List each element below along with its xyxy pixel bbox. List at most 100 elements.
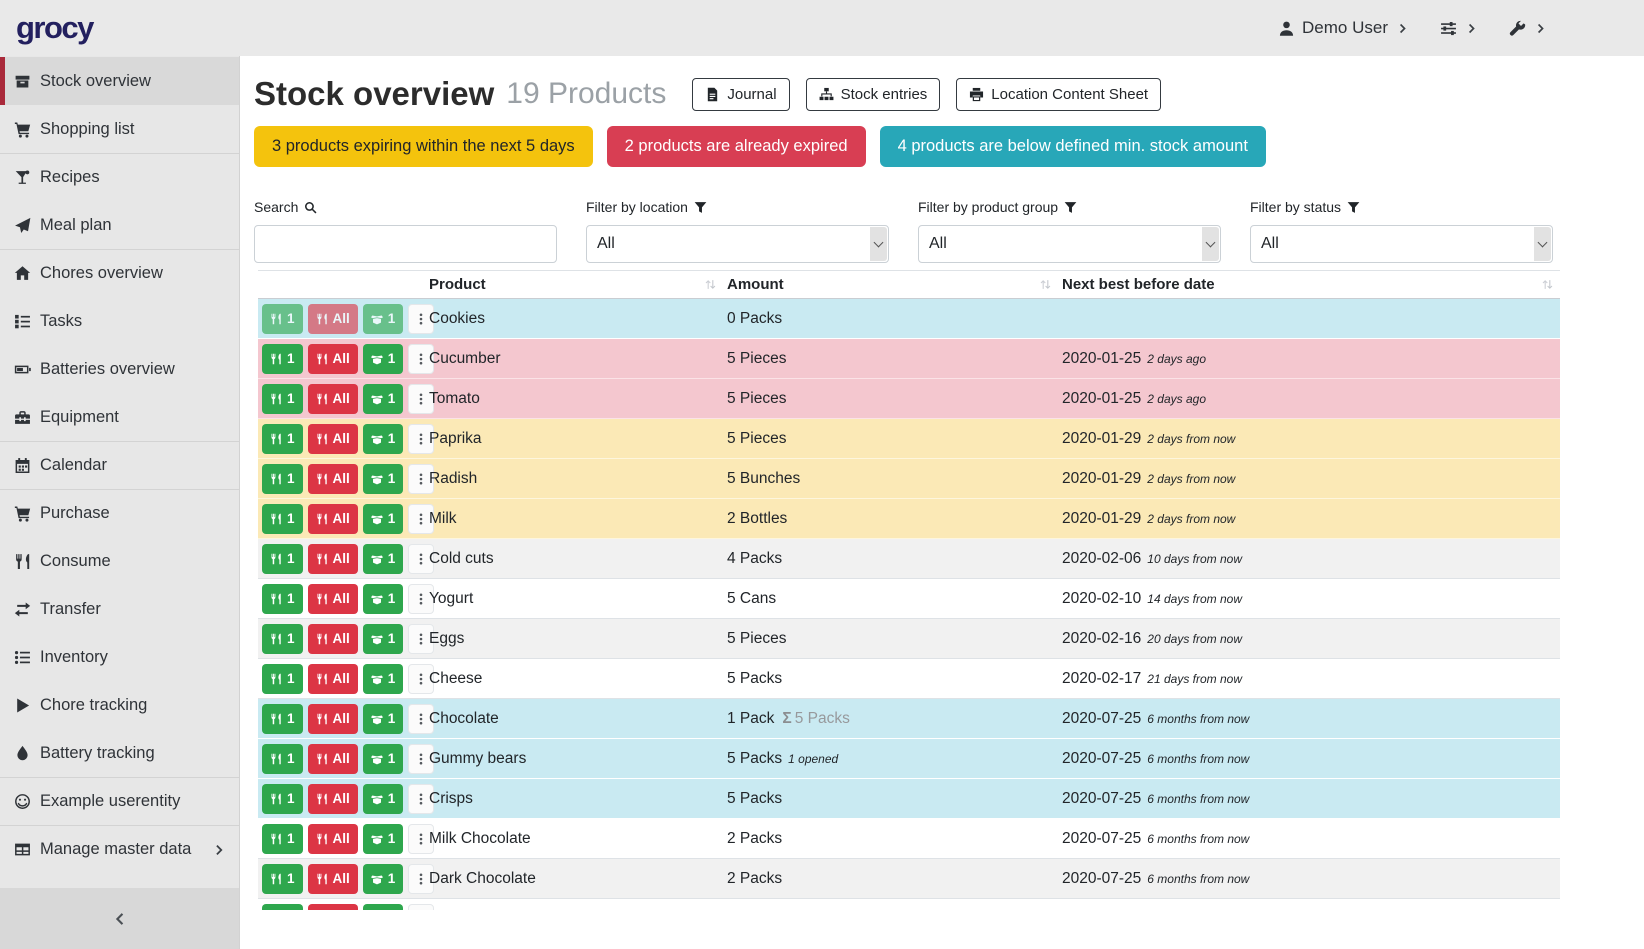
consume-one-button[interactable]: 1 — [262, 783, 303, 814]
sidebar-item-batteries-overview[interactable]: Batteries overview — [0, 345, 239, 393]
consume-one-button[interactable]: 1 — [262, 383, 303, 414]
product-column-header[interactable]: Product — [425, 270, 723, 299]
settings-menu[interactable] — [1440, 20, 1477, 37]
sidebar-item-calendar[interactable]: Calendar — [0, 441, 239, 489]
consume-all-button[interactable]: All — [307, 463, 358, 494]
amount-cell: 2 Packs — [723, 858, 1058, 899]
below-min-stock-alert[interactable]: 4 products are below defined min. stock … — [879, 126, 1266, 167]
sidebar-item-example-userentity[interactable]: Example userentity — [0, 777, 239, 825]
consume-one-button[interactable]: 1 — [262, 463, 303, 494]
stock-table-container: Product Amount Next best before date 1 — [258, 270, 1560, 910]
consume-all-button[interactable]: All — [307, 663, 358, 694]
consume-all-button[interactable]: All — [307, 583, 358, 614]
consume-all-button[interactable]: All — [307, 783, 358, 814]
consume-one-button[interactable]: 1 — [262, 863, 303, 894]
sidebar-item-equipment[interactable]: Equipment — [0, 393, 239, 441]
open-one-button[interactable]: 1 — [362, 383, 404, 414]
product-group-filter-select[interactable]: All — [918, 225, 1221, 263]
open-one-button[interactable]: 1 — [362, 743, 404, 774]
consume-all-button[interactable]: All — [307, 743, 358, 774]
consume-all-button[interactable]: All — [307, 343, 358, 374]
sidebar-item-transfer[interactable]: Transfer — [0, 585, 239, 633]
sidebar-item-stock-overview[interactable]: Stock overview — [0, 57, 239, 105]
sidebar-item-chores-overview[interactable]: Chores overview — [0, 249, 239, 297]
consume-all-button[interactable]: All — [307, 543, 358, 574]
open-one-button[interactable]: 1 — [362, 543, 404, 574]
ellipsis-v-icon — [414, 792, 428, 806]
sidebar-item-meal-plan[interactable]: Meal plan — [0, 201, 239, 249]
date-relative: 2 days from now — [1147, 431, 1236, 446]
date-value: 2020-01-29 — [1062, 429, 1142, 447]
consume-all-button[interactable]: All — [307, 303, 358, 334]
search-input[interactable] — [254, 225, 557, 263]
sidebar-item-label: Manage master data — [40, 840, 192, 858]
consume-one-button[interactable]: 1 — [262, 543, 303, 574]
utensils-icon — [270, 433, 282, 445]
open-one-button[interactable]: 1 — [362, 703, 404, 734]
consume-one-button[interactable]: 1 — [262, 903, 303, 910]
consume-all-button[interactable]: All — [307, 423, 358, 454]
open-one-button[interactable]: 1 — [362, 303, 404, 334]
stock-entries-button[interactable]: Stock entries — [805, 77, 941, 111]
sidebar-item-purchase[interactable]: Purchase — [0, 489, 239, 537]
amount-column-header[interactable]: Amount — [723, 270, 1058, 299]
sidebar-item-chore-tracking[interactable]: Chore tracking — [0, 681, 239, 729]
location-content-sheet-button[interactable]: Location Content Sheet — [956, 77, 1162, 111]
sidebar-item-consume[interactable]: Consume — [0, 537, 239, 585]
sidebar-item-recipes[interactable]: Recipes — [0, 153, 239, 201]
consume-all-button[interactable]: All — [307, 503, 358, 534]
sidebar-item-manage-master-data[interactable]: Manage master data — [0, 825, 239, 873]
open-one-button[interactable]: 1 — [362, 903, 404, 910]
open-one-button[interactable]: 1 — [362, 663, 404, 694]
user-menu[interactable]: Demo User — [1278, 18, 1408, 38]
consume-one-button[interactable]: 1 — [262, 583, 303, 614]
sidebar-item-tasks[interactable]: Tasks — [0, 297, 239, 345]
consume-all-button[interactable]: All — [307, 823, 358, 854]
sidebar-item-shopping-list[interactable]: Shopping list — [0, 105, 239, 153]
consume-one-button[interactable]: 1 — [262, 303, 303, 334]
open-one-button[interactable]: 1 — [362, 463, 404, 494]
open-one-button[interactable]: 1 — [362, 343, 404, 374]
consume-all-button[interactable]: All — [307, 623, 358, 654]
consume-all-button[interactable]: All — [307, 703, 358, 734]
admin-menu[interactable] — [1509, 20, 1546, 37]
utensils-icon — [270, 593, 282, 605]
location-filter-select[interactable]: All — [586, 225, 889, 263]
consume-one-button[interactable]: 1 — [262, 743, 303, 774]
open-one-button[interactable]: 1 — [362, 783, 404, 814]
expired-products-alert[interactable]: 2 products are already expired — [606, 126, 866, 167]
product-cell: Dark Chocolate — [425, 858, 723, 899]
sidebar-item-battery-tracking[interactable]: Battery tracking — [0, 729, 239, 777]
sort-icon[interactable] — [1039, 278, 1052, 291]
date-column-header[interactable]: Next best before date — [1058, 270, 1560, 299]
sort-icon[interactable] — [1541, 278, 1554, 291]
expiring-products-alert[interactable]: 3 products expiring within the next 5 da… — [254, 126, 593, 167]
open-one-button[interactable]: 1 — [362, 863, 404, 894]
consume-all-button[interactable]: All — [307, 383, 358, 414]
sidebar-item-inventory[interactable]: Inventory — [0, 633, 239, 681]
consume-one-button[interactable]: 1 — [262, 663, 303, 694]
consume-one-button[interactable]: 1 — [262, 703, 303, 734]
amount-value: 5 Packs — [727, 789, 783, 807]
consume-one-button[interactable]: 1 — [262, 503, 303, 534]
consume-all-button[interactable]: All — [307, 903, 358, 910]
row-menu-button[interactable] — [408, 903, 435, 910]
journal-button[interactable]: Journal — [692, 77, 790, 111]
open-one-button[interactable]: 1 — [362, 503, 404, 534]
row-menu-button[interactable] — [408, 303, 435, 334]
consume-one-button[interactable]: 1 — [262, 623, 303, 654]
status-filter-select[interactable]: All — [1250, 225, 1553, 263]
table-row: 1 All 1 Chocolate 1 Pack Σ 5 Packs 2020-07… — [258, 698, 1560, 739]
open-one-button[interactable]: 1 — [362, 583, 404, 614]
consume-one-button[interactable]: 1 — [262, 343, 303, 374]
consume-one-button[interactable]: 1 — [262, 823, 303, 854]
consume-all-button[interactable]: All — [307, 863, 358, 894]
consume-one-button[interactable]: 1 — [262, 423, 303, 454]
sidebar-collapse-button[interactable] — [0, 888, 239, 949]
open-one-button[interactable]: 1 — [362, 623, 404, 654]
open-one-button[interactable]: 1 — [362, 423, 404, 454]
sort-icon[interactable] — [704, 278, 717, 291]
row-menu-button[interactable] — [408, 623, 435, 654]
open-one-button[interactable]: 1 — [362, 823, 404, 854]
utensils-icon — [316, 753, 328, 765]
